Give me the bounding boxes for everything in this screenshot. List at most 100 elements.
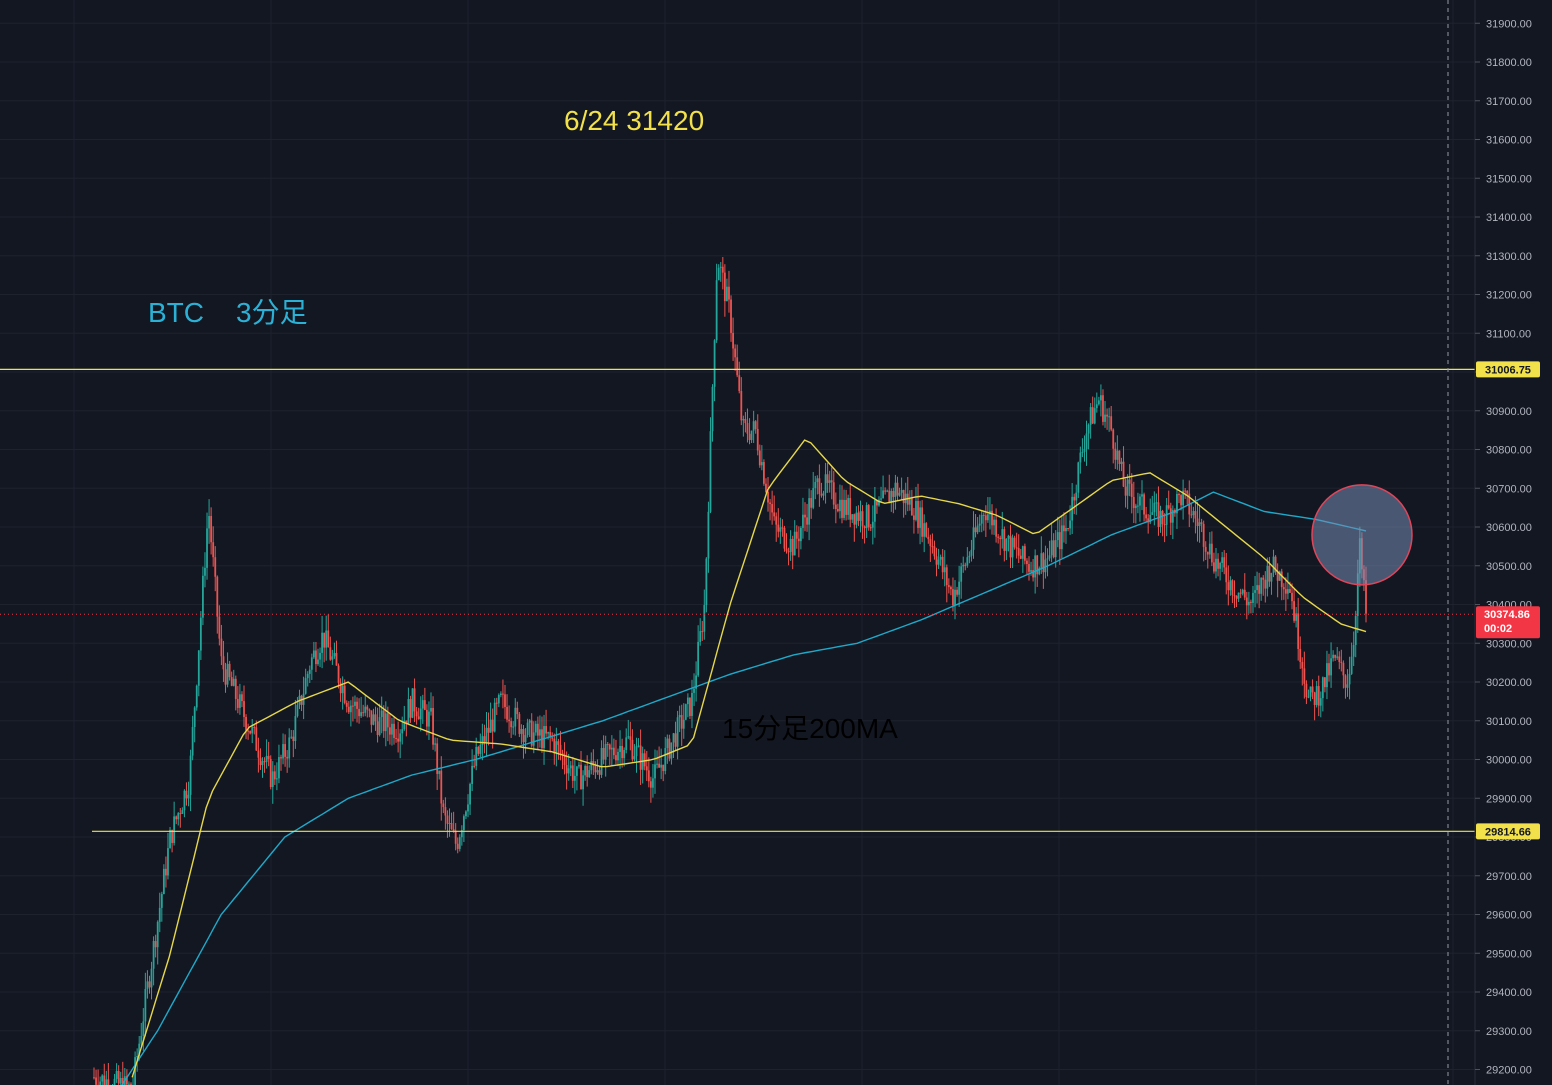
candle-body bbox=[999, 537, 1002, 540]
candle-body bbox=[1254, 590, 1256, 593]
candle-body bbox=[278, 757, 280, 779]
candle-body bbox=[423, 700, 426, 710]
candle-body bbox=[1050, 540, 1053, 556]
candle-body bbox=[686, 697, 689, 705]
candle-body bbox=[317, 659, 319, 665]
candle-body bbox=[701, 631, 704, 633]
candle-body bbox=[296, 704, 299, 717]
candle-body bbox=[684, 704, 687, 720]
candle-body bbox=[450, 822, 453, 830]
candle-body bbox=[1157, 502, 1160, 527]
candle-body bbox=[923, 523, 926, 537]
price-tick-label: 31100.00 bbox=[1486, 328, 1531, 340]
candle-body bbox=[522, 728, 525, 743]
candle-body bbox=[666, 738, 669, 749]
candle-body bbox=[331, 656, 334, 660]
candle-body bbox=[878, 499, 880, 506]
candle-body bbox=[360, 712, 363, 717]
candle-body bbox=[1287, 589, 1289, 594]
candle-body bbox=[485, 727, 488, 744]
candle-body bbox=[1223, 557, 1226, 568]
candle-body bbox=[1274, 556, 1277, 573]
ma-slow-line bbox=[121, 491, 1367, 1085]
candle-body bbox=[629, 736, 632, 740]
candle-body bbox=[107, 1079, 110, 1085]
candle-body bbox=[1013, 537, 1016, 548]
candle-body bbox=[173, 816, 176, 843]
candle-body bbox=[898, 492, 901, 496]
candle-body bbox=[1118, 450, 1121, 465]
candle-body bbox=[284, 744, 287, 757]
candle-body bbox=[664, 748, 667, 772]
candle-body bbox=[1260, 577, 1263, 594]
candle-body bbox=[530, 720, 533, 746]
candle-body bbox=[857, 512, 860, 521]
candle-body bbox=[304, 678, 307, 694]
candle-body bbox=[263, 761, 266, 763]
candle-body bbox=[337, 665, 340, 683]
candle-body bbox=[1235, 595, 1238, 599]
candle-body bbox=[777, 524, 780, 532]
candle-body bbox=[1021, 546, 1024, 559]
candle-body bbox=[896, 482, 899, 496]
candle-body bbox=[1104, 414, 1106, 422]
candle-body bbox=[177, 813, 180, 820]
candle-body bbox=[452, 829, 455, 831]
candle-body bbox=[818, 478, 821, 494]
candle-body bbox=[479, 744, 482, 754]
candle-body bbox=[1083, 448, 1086, 452]
candle-body bbox=[477, 746, 480, 754]
candle-body bbox=[308, 669, 311, 674]
candle-body bbox=[193, 707, 196, 727]
candle-body bbox=[808, 498, 811, 525]
candle-body bbox=[1132, 496, 1135, 509]
candle-body bbox=[1247, 601, 1250, 606]
svg-text:29814.66: 29814.66 bbox=[1485, 826, 1531, 838]
candle-body bbox=[972, 527, 975, 550]
candle-body bbox=[619, 745, 621, 752]
candle-body bbox=[1328, 663, 1330, 676]
candle-body bbox=[997, 536, 1000, 538]
candle-body bbox=[1052, 540, 1055, 558]
candle-body bbox=[1245, 597, 1248, 606]
candle-body bbox=[187, 794, 190, 799]
candle-body bbox=[880, 498, 882, 500]
candle-body bbox=[960, 566, 963, 582]
candle-body bbox=[754, 421, 757, 429]
candle-body bbox=[454, 830, 457, 844]
candle-body bbox=[715, 280, 718, 341]
candle-body bbox=[717, 267, 720, 281]
price-tick-label: 30700.00 bbox=[1486, 483, 1532, 495]
candle-body bbox=[746, 422, 749, 434]
candle-body bbox=[958, 581, 961, 595]
candle-body bbox=[1365, 580, 1367, 614]
candle-body bbox=[931, 546, 934, 548]
candle-body bbox=[982, 514, 985, 516]
candle-body bbox=[199, 617, 202, 651]
candle-body bbox=[1017, 548, 1020, 556]
candle-body bbox=[1171, 510, 1174, 523]
candle-body bbox=[397, 738, 400, 742]
candle-body bbox=[765, 483, 767, 492]
candle-body bbox=[310, 657, 313, 670]
candle-body bbox=[380, 710, 383, 718]
price-axis[interactable]: 31900.00 31800.00 31700.00 31600.00 31500.00… bbox=[1474, 0, 1552, 1085]
candle-body bbox=[789, 538, 792, 552]
candle-body bbox=[222, 656, 225, 670]
candle-body bbox=[1069, 520, 1071, 529]
candle-body bbox=[1054, 540, 1057, 558]
candle-body bbox=[333, 653, 336, 657]
candle-body bbox=[325, 630, 328, 648]
candle-body bbox=[399, 733, 402, 742]
price-tick-label: 31200.00 bbox=[1486, 290, 1532, 302]
candle-body bbox=[861, 511, 864, 527]
candle-body bbox=[103, 1075, 106, 1085]
candle-body bbox=[1338, 656, 1341, 662]
candle-body bbox=[415, 711, 418, 717]
candle-body bbox=[1305, 683, 1308, 698]
candle-body bbox=[600, 747, 603, 775]
candle-body bbox=[1266, 565, 1269, 589]
price-tick-label: 29300.00 bbox=[1486, 1026, 1532, 1038]
candle-body bbox=[578, 764, 580, 767]
